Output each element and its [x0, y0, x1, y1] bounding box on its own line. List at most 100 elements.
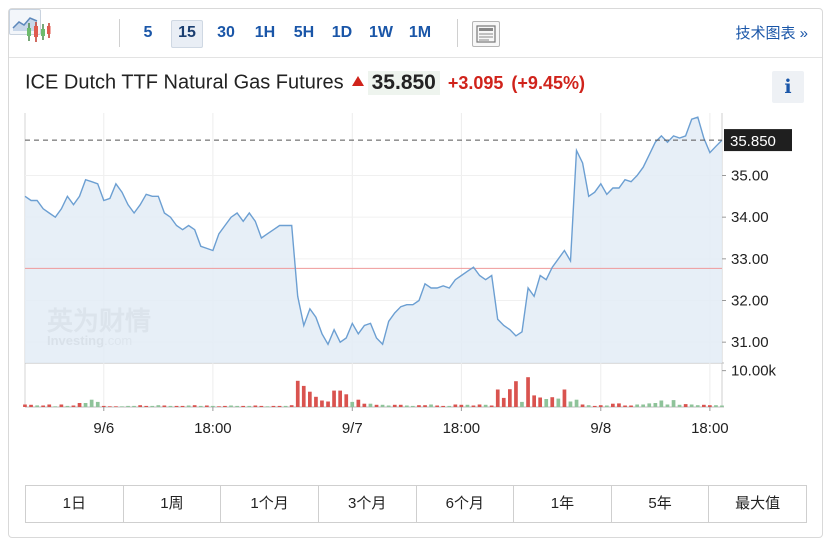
volume-bar — [168, 405, 173, 407]
volume-bar — [314, 396, 318, 407]
volume-bar — [235, 405, 239, 407]
range-max[interactable]: 最大值 — [709, 486, 806, 522]
volume-bar — [332, 390, 336, 407]
range-6-months[interactable]: 6个月 — [416, 486, 515, 522]
volume-bar — [459, 404, 464, 407]
volume-bar — [586, 405, 591, 407]
volume-bar — [374, 404, 379, 407]
volume-bar — [277, 405, 282, 407]
volume-bar — [144, 405, 149, 407]
volume-bar — [368, 403, 373, 407]
range-1-week[interactable]: 1周 — [123, 486, 222, 522]
volume-bar — [156, 405, 161, 407]
volume-bar — [677, 404, 682, 407]
volume-bar — [47, 404, 52, 407]
y-tick-label: 33.00 — [731, 251, 769, 268]
volume-bar — [126, 405, 130, 407]
volume-bar — [592, 405, 597, 407]
volume-bar — [471, 405, 476, 407]
volume-bar — [611, 403, 615, 407]
range-3-months[interactable]: 3个月 — [318, 486, 417, 522]
x-tick-label: 18:00 — [691, 420, 729, 437]
price-chart[interactable]: 35.0034.0033.0032.0031.00英为财情Investing.c… — [9, 9, 822, 469]
volume-bar — [441, 405, 445, 407]
volume-bar — [435, 405, 439, 407]
last-price-tag — [724, 129, 792, 152]
volume-bar — [495, 389, 500, 407]
volume-bar — [198, 405, 203, 407]
news-icon[interactable] — [472, 21, 500, 47]
volume-bar — [550, 397, 555, 407]
volume-bar — [411, 405, 415, 407]
y-tick-label: 34.00 — [731, 209, 769, 226]
volume-bar — [83, 403, 88, 407]
info-button[interactable]: i — [772, 71, 804, 103]
volume-bar — [508, 389, 512, 407]
volume-bar — [308, 391, 312, 407]
volume-bar — [605, 405, 609, 407]
x-tick-label: 9/6 — [93, 420, 114, 437]
volume-bar — [89, 399, 94, 407]
range-selector: 1日 1周 1个月 3个月 6个月 1年 5年 最大值 — [25, 485, 807, 523]
timeframe-30[interactable]: 30 — [217, 24, 235, 41]
timeframe-1m[interactable]: 1M — [408, 24, 432, 41]
chart-widget: 5 15 30 1H 5H 1D 1W 1M 技术图表 » ICE Dutch … — [8, 8, 823, 538]
volume-bar — [205, 405, 209, 407]
volume-bar — [635, 404, 639, 407]
volume-bar — [598, 405, 603, 407]
volume-bar — [617, 403, 621, 407]
volume-bar — [629, 405, 633, 407]
volume-bar — [271, 405, 276, 407]
volume-bar — [138, 405, 142, 407]
volume-bar — [320, 400, 324, 407]
range-1-year[interactable]: 1年 — [514, 486, 612, 522]
volume-bar — [253, 405, 258, 407]
volume-bar — [223, 405, 227, 407]
volume-bar — [53, 406, 58, 407]
volume-bar — [265, 406, 270, 407]
volume-bar — [653, 403, 658, 407]
volume-bar — [708, 405, 712, 407]
range-1-month[interactable]: 1个月 — [221, 486, 319, 522]
volume-bar — [247, 405, 252, 407]
price-line — [24, 116, 723, 346]
volume-bar — [380, 404, 385, 407]
timeframe-1w[interactable]: 1W — [369, 24, 393, 41]
chart-toolbar: 5 15 30 1H 5H 1D 1W 1M 技术图表 » — [9, 9, 822, 58]
range-1-day[interactable]: 1日 — [26, 486, 124, 522]
x-tick-label: 18:00 — [443, 420, 481, 437]
volume-bar — [132, 405, 136, 407]
volume-bar — [356, 399, 361, 407]
timeframe-15[interactable]: 15 — [171, 20, 203, 48]
volume-bar — [162, 405, 167, 407]
volume-bar — [683, 404, 688, 407]
volume-bar — [186, 405, 191, 407]
candlestick-icon[interactable] — [25, 20, 51, 44]
volume-bar — [477, 404, 482, 407]
volume-bar — [114, 406, 118, 407]
volume-bar — [211, 405, 215, 407]
x-tick-label: 18:00 — [194, 420, 232, 437]
volume-bar — [453, 404, 458, 407]
volume-bar — [71, 405, 76, 407]
volume-bar — [192, 405, 197, 407]
volume-bar — [532, 395, 536, 407]
volume-bar — [574, 399, 579, 407]
timeframe-1d[interactable]: 1D — [331, 24, 353, 41]
volume-bar — [514, 381, 518, 407]
volume-bar — [714, 405, 718, 407]
toolbar-divider — [119, 19, 120, 47]
volume-bar — [35, 405, 39, 407]
timeframe-5[interactable]: 5 — [143, 24, 153, 41]
volume-bar — [423, 405, 427, 407]
instrument-name: ICE Dutch TTF Natural Gas Futures — [25, 71, 344, 94]
timeframe-5h[interactable]: 5H — [293, 24, 315, 41]
volume-bar — [623, 405, 627, 407]
timeframe-1h[interactable]: 1H — [254, 24, 276, 41]
volume-bar — [489, 405, 494, 407]
volume-bar — [229, 405, 233, 407]
volume-bar — [465, 404, 470, 407]
price-change: +3.095 — [447, 72, 504, 93]
technical-chart-link[interactable]: 技术图表 » — [735, 25, 808, 42]
range-5-years[interactable]: 5年 — [611, 486, 710, 522]
